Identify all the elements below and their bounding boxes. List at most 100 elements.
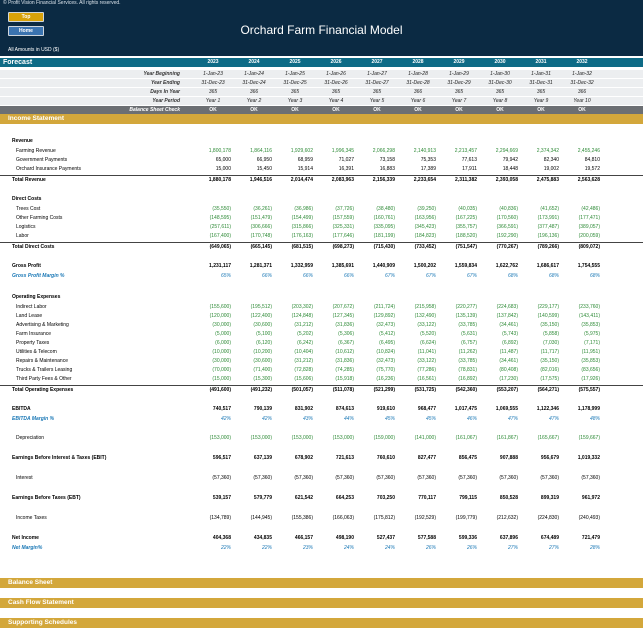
- table-cell[interactable]: (75,770): [376, 367, 395, 373]
- table-cell[interactable]: 2,393,058: [495, 177, 518, 183]
- table-cell[interactable]: 45%: [384, 416, 395, 422]
- table-cell[interactable]: (5,000): [215, 331, 231, 337]
- table-cell[interactable]: 44%: [343, 416, 354, 422]
- table-cell[interactable]: (5,100): [256, 331, 272, 337]
- section-income-statement[interactable]: Income Statement: [0, 114, 643, 124]
- table-cell[interactable]: 1,686,617: [536, 263, 559, 269]
- table-cell[interactable]: 637,139: [253, 455, 272, 461]
- table-cell[interactable]: (5,858): [543, 331, 559, 337]
- table-cell[interactable]: 678,902: [294, 455, 313, 461]
- table-cell[interactable]: 856,475: [458, 455, 477, 461]
- table-cell[interactable]: 27%: [507, 545, 518, 551]
- table-cell[interactable]: (35,550): [212, 206, 231, 212]
- table-cell[interactable]: (129,892): [373, 313, 395, 319]
- table-cell[interactable]: (35,853): [581, 358, 600, 364]
- table-cell[interactable]: 84,810: [584, 157, 600, 163]
- table-cell[interactable]: (57,360): [499, 475, 518, 481]
- table-cell[interactable]: 15,450: [256, 166, 272, 172]
- table-cell[interactable]: 1,017,475: [454, 406, 477, 412]
- table-cell[interactable]: (531,725): [414, 387, 436, 393]
- table-cell[interactable]: 2,233,654: [413, 177, 436, 183]
- table-cell[interactable]: 577,588: [417, 535, 436, 541]
- table-cell[interactable]: (57,360): [540, 475, 559, 481]
- table-cell[interactable]: 77,613: [461, 157, 477, 163]
- table-cell[interactable]: (192,290): [496, 233, 518, 239]
- table-cell[interactable]: 24%: [343, 545, 354, 551]
- table-cell[interactable]: (170,748): [250, 233, 272, 239]
- table-cell[interactable]: (575,557): [578, 387, 600, 393]
- table-cell[interactable]: (30,600): [253, 358, 272, 364]
- table-cell[interactable]: 907,888: [499, 455, 518, 461]
- table-cell[interactable]: 596,517: [212, 455, 231, 461]
- table-cell[interactable]: (140,599): [537, 313, 559, 319]
- table-cell[interactable]: 1,122,346: [536, 406, 559, 412]
- table-cell[interactable]: (132,490): [414, 313, 436, 319]
- table-cell[interactable]: 68%: [589, 273, 600, 279]
- table-cell[interactable]: (5,202): [297, 331, 313, 337]
- table-cell[interactable]: (40,035): [458, 206, 477, 212]
- table-cell[interactable]: (665,145): [250, 244, 272, 250]
- table-cell[interactable]: 66%: [302, 273, 313, 279]
- table-cell[interactable]: (31,836): [335, 322, 354, 328]
- table-cell[interactable]: (175,812): [373, 515, 395, 521]
- table-cell[interactable]: (153,000): [291, 435, 313, 441]
- table-cell[interactable]: 46%: [466, 416, 477, 422]
- table-cell[interactable]: 968,477: [417, 406, 436, 412]
- table-cell[interactable]: (10,824): [376, 349, 395, 355]
- table-cell[interactable]: (770,267): [496, 244, 518, 250]
- table-cell[interactable]: (211,724): [373, 304, 395, 310]
- table-cell[interactable]: 621,542: [294, 495, 313, 501]
- table-cell[interactable]: (177,646): [332, 233, 354, 239]
- table-cell[interactable]: 22%: [261, 545, 272, 551]
- table-cell[interactable]: (37,726): [335, 206, 354, 212]
- table-cell[interactable]: (71,400): [253, 367, 272, 373]
- table-cell[interactable]: (41,652): [540, 206, 559, 212]
- table-cell[interactable]: (17,575): [540, 376, 559, 382]
- table-cell[interactable]: 740,517: [212, 406, 231, 412]
- table-cell[interactable]: 2,455,246: [577, 148, 600, 154]
- table-cell[interactable]: 1,440,909: [372, 263, 395, 269]
- table-cell[interactable]: (809,072): [578, 244, 600, 250]
- table-cell[interactable]: 66,950: [256, 157, 272, 163]
- table-cell[interactable]: (681,515): [291, 244, 313, 250]
- table-cell[interactable]: (542,360): [455, 387, 477, 393]
- table-cell[interactable]: (155,600): [209, 304, 231, 310]
- table-cell[interactable]: 65%: [220, 273, 231, 279]
- table-cell[interactable]: (6,367): [338, 340, 354, 346]
- table-cell[interactable]: (389,057): [578, 224, 600, 230]
- table-cell[interactable]: (141,000): [414, 435, 436, 441]
- table-cell[interactable]: 68%: [548, 273, 559, 279]
- table-cell[interactable]: 790,139: [253, 406, 272, 412]
- table-cell[interactable]: (5,631): [461, 331, 477, 337]
- table-cell[interactable]: (35,853): [581, 322, 600, 328]
- table-cell[interactable]: (160,761): [373, 215, 395, 221]
- table-cell[interactable]: (224,830): [537, 515, 559, 521]
- table-cell[interactable]: 15,000: [215, 166, 231, 172]
- table-cell[interactable]: 703,250: [376, 495, 395, 501]
- table-cell[interactable]: 1,880,178: [208, 177, 231, 183]
- table-cell[interactable]: 664,253: [335, 495, 354, 501]
- table-cell[interactable]: (366,591): [496, 224, 518, 230]
- table-cell[interactable]: 899,319: [540, 495, 559, 501]
- table-cell[interactable]: (11,262): [458, 349, 477, 355]
- table-cell[interactable]: (57,360): [458, 475, 477, 481]
- table-cell[interactable]: (176,163): [291, 233, 313, 239]
- table-cell[interactable]: (161,067): [455, 435, 477, 441]
- table-cell[interactable]: 2,066,298: [372, 148, 395, 154]
- table-cell[interactable]: (154,499): [291, 215, 313, 221]
- table-cell[interactable]: (10,612): [335, 349, 354, 355]
- table-cell[interactable]: (57,360): [376, 475, 395, 481]
- table-cell[interactable]: 827,477: [417, 455, 436, 461]
- table-cell[interactable]: (649,065): [209, 244, 231, 250]
- table-cell[interactable]: (6,624): [420, 340, 436, 346]
- table-cell[interactable]: (5,975): [584, 331, 600, 337]
- table-cell[interactable]: (10,200): [253, 349, 272, 355]
- table-cell[interactable]: 66%: [343, 273, 354, 279]
- table-cell[interactable]: (199,779): [455, 515, 477, 521]
- table-cell[interactable]: (491,232): [250, 387, 272, 393]
- table-cell[interactable]: 2,374,342: [536, 148, 559, 154]
- table-cell[interactable]: 1,019,332: [577, 455, 600, 461]
- table-cell[interactable]: (200,059): [578, 233, 600, 239]
- table-cell[interactable]: (57,360): [253, 475, 272, 481]
- table-cell[interactable]: (325,331): [332, 224, 354, 230]
